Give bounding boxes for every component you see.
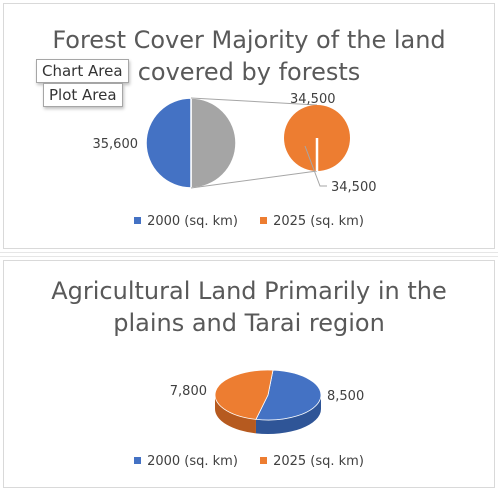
data-label-secondary-bottom: 34,500 bbox=[331, 180, 377, 195]
agricultural-land-chart[interactable]: Agricultural Land Primarily in the plain… bbox=[3, 260, 495, 488]
connector-line-bottom bbox=[190, 170, 318, 189]
legend-item-2025[interactable]: 2025 (sq. km) bbox=[260, 214, 364, 229]
forest-cover-chart[interactable]: Forest Cover Majority of the land covere… bbox=[3, 3, 495, 249]
chart-area-tooltip: Chart Area bbox=[36, 59, 129, 83]
data-label-2025: 7,800 bbox=[170, 384, 207, 399]
plot-area-tooltip: Plot Area bbox=[43, 83, 123, 107]
legend-item-2000[interactable]: 2000 (sq. km) bbox=[134, 214, 238, 229]
chart-legend[interactable]: 2000 (sq. km) 2025 (sq. km) bbox=[4, 454, 494, 469]
legend-swatch-blue bbox=[134, 457, 142, 464]
chart-legend[interactable]: 2000 (sq. km) 2025 (sq. km) bbox=[4, 214, 494, 229]
chart-title-line-1: Agricultural Land Primarily in the bbox=[51, 277, 447, 305]
data-label-main: 35,600 bbox=[93, 137, 139, 152]
pie3d-side-2025 bbox=[215, 395, 256, 434]
chart-title-line-2: covered by forests bbox=[137, 58, 361, 86]
legend-item-2025[interactable]: 2025 (sq. km) bbox=[260, 454, 364, 469]
data-label-2000: 8,500 bbox=[327, 389, 364, 404]
legend-label-2025: 2025 (sq. km) bbox=[273, 214, 364, 229]
legend-label-2000: 2000 (sq. km) bbox=[147, 214, 238, 229]
pie3d-side-2000 bbox=[255, 395, 321, 434]
pie-slice-2000 bbox=[145, 97, 192, 189]
legend-item-2000[interactable]: 2000 (sq. km) bbox=[134, 454, 238, 469]
chart-title-line-2: plains and Tarai region bbox=[113, 309, 385, 337]
legend-swatch-orange bbox=[260, 457, 268, 464]
forest-cover-plot[interactable]: 35,600 34,500 34,500 bbox=[4, 4, 496, 250]
pie3d-slice-2025 bbox=[214, 369, 274, 420]
legend-label-2000: 2000 (sq. km) bbox=[147, 454, 238, 469]
legend-swatch-blue bbox=[134, 217, 142, 224]
chart-title[interactable]: Forest Cover Majority of the land covere… bbox=[4, 24, 494, 88]
leader-line bbox=[304, 145, 327, 187]
legend-swatch-orange bbox=[260, 217, 268, 224]
data-label-secondary-top: 34,500 bbox=[290, 92, 336, 107]
connector-line-top bbox=[190, 97, 318, 106]
legend-label-2025: 2025 (sq. km) bbox=[273, 454, 364, 469]
pie3d-slice-2000 bbox=[255, 369, 322, 421]
chart-title-line-1: Forest Cover Majority of the land bbox=[52, 26, 446, 54]
chart-title[interactable]: Agricultural Land Primarily in the plain… bbox=[4, 275, 494, 339]
agricultural-land-plot[interactable]: 8,500 7,800 bbox=[4, 261, 496, 489]
pie-slice-other-group bbox=[190, 97, 237, 189]
